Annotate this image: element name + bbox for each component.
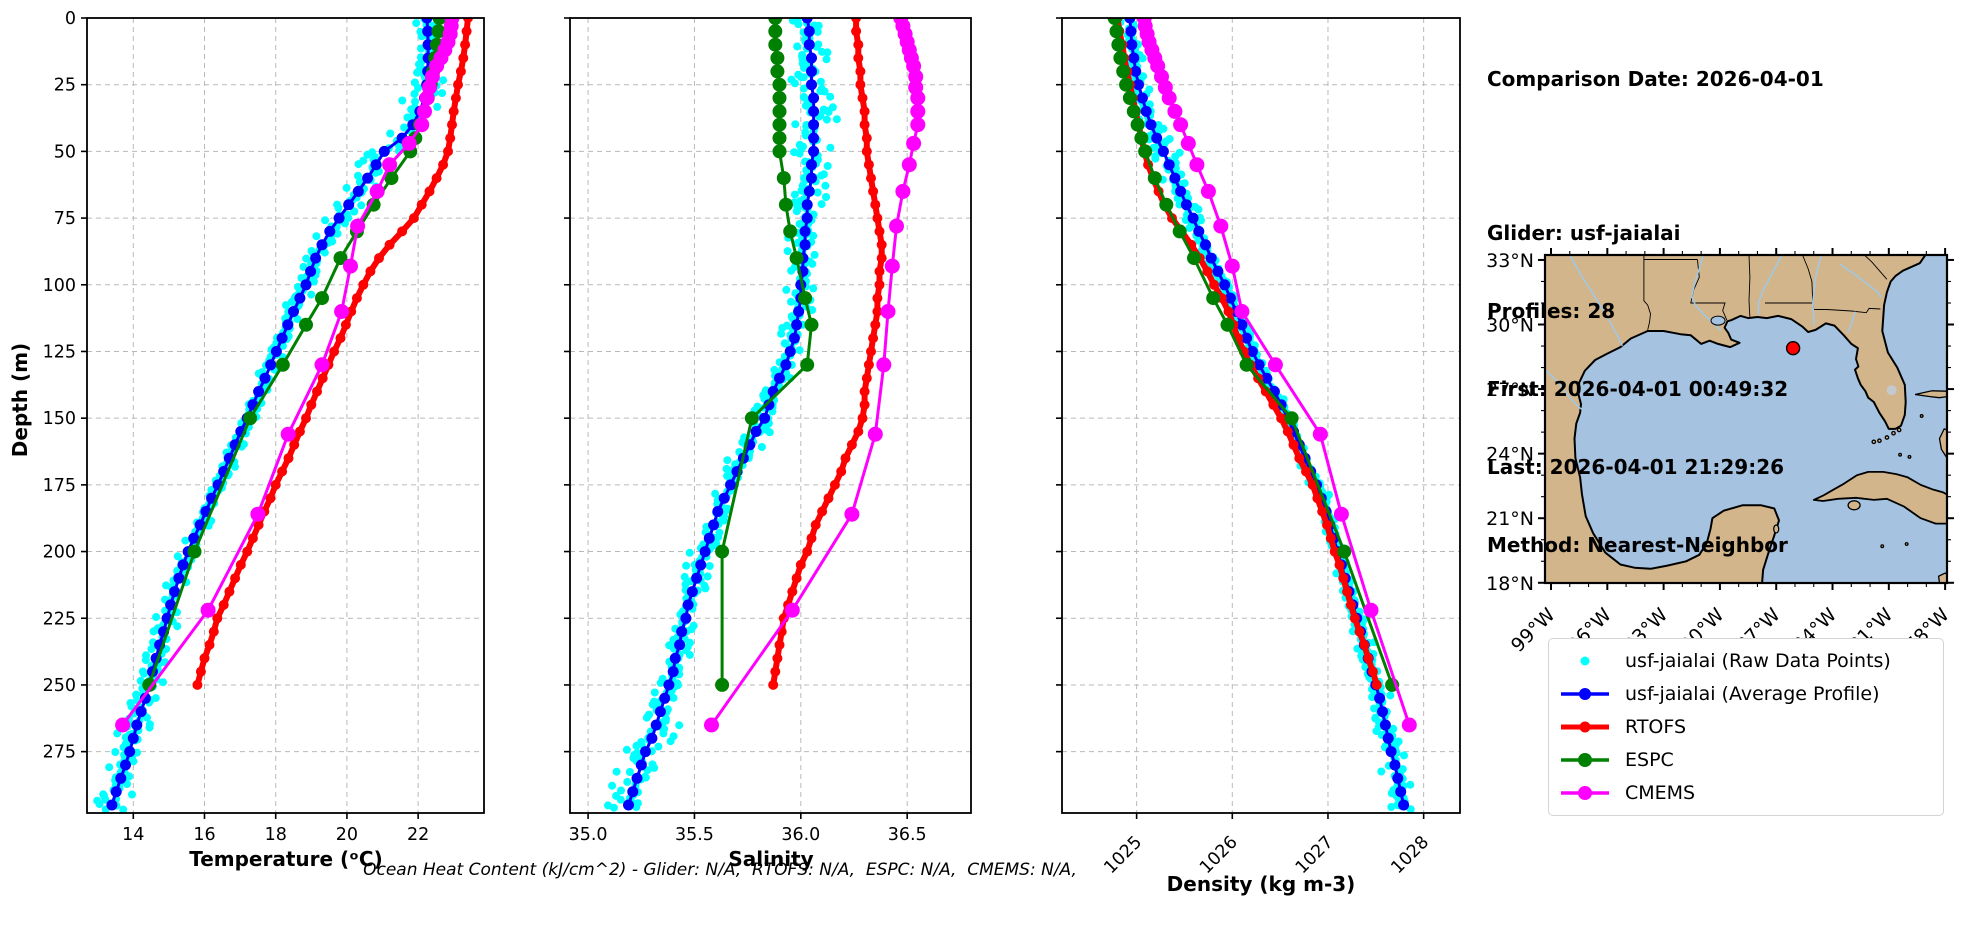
last-profile-time: Last: 2026-04-01 21:29:26: [1487, 455, 1785, 479]
density-panel: 1025 1026 1027 1028: [1056, 17, 1461, 878]
average-profile-marker-icon: [1561, 687, 1609, 700]
svg-text:30°N: 30°N: [1486, 315, 1534, 337]
espc-marker-icon: [1561, 752, 1609, 767]
average-density-line: [1124, 18, 1410, 811]
svg-text:150: 150: [43, 409, 76, 429]
legend-label: RTOFS: [1625, 715, 1687, 738]
svg-text:33°N: 33°N: [1486, 250, 1534, 272]
profiles-count: Profiles: 28: [1487, 299, 1616, 323]
svg-text:24°N: 24°N: [1486, 444, 1534, 466]
svg-text:35.5: 35.5: [675, 825, 714, 845]
average-salinity-line: [623, 18, 820, 811]
legend-label: usf-jaialai (Raw Data Points): [1625, 649, 1891, 672]
raw-points-density: [1116, 18, 1415, 813]
temperature-x-label: Temperature (ᵒC): [189, 847, 383, 871]
svg-text:35.0: 35.0: [569, 825, 608, 845]
svg-text:22: 22: [407, 825, 429, 845]
svg-text:21°N: 21°N: [1486, 508, 1534, 530]
first-profile-time: First: 2026-04-01 00:49:32: [1487, 377, 1789, 401]
svg-text:225: 225: [43, 609, 76, 629]
svg-text:275: 275: [43, 743, 76, 763]
glider-name: Glider: usf-jaialai: [1487, 221, 1681, 245]
comparison-date: Comparison Date: 2026-04-01: [1487, 67, 1824, 91]
legend: usf-jaialai (Raw Data Points) usf-jaiala…: [1548, 638, 1944, 816]
svg-text:200: 200: [43, 543, 76, 563]
salinity-x-label: Salinity: [728, 847, 813, 871]
svg-text:36.0: 36.0: [781, 825, 820, 845]
svg-text:0: 0: [65, 9, 76, 29]
lake-pontchartrain: [1710, 315, 1726, 326]
average-temperature-line: [106, 18, 434, 811]
temperature-axes: 14 16 18 20 22 0 25 50 75 100 125 150 175 200 225 250 27…: [43, 9, 485, 845]
density-axes: 1025 1026 1027 1028: [1056, 17, 1461, 878]
cmems-density-line: [1136, 18, 1417, 733]
profile-panels: 14 16 18 20 22 0 25 50 75 100 125 150 175 200 225 250 27…: [43, 9, 1461, 878]
svg-text:75: 75: [54, 209, 76, 229]
legend-item-average: usf-jaialai (Average Profile): [1559, 677, 1943, 710]
method: Method: Nearest-Neighbor: [1487, 533, 1788, 557]
cmems-temperature-line: [115, 18, 460, 733]
north-america-land: [1545, 255, 1927, 583]
legend-item-rtofs: RTOFS: [1559, 710, 1943, 743]
cuba-land: [1812, 471, 1947, 525]
legend-label: CMEMS: [1625, 781, 1696, 804]
salinity-panel: 35.0 35.5 36.0 36.5: [564, 17, 972, 845]
legend-label: usf-jaialai (Average Profile): [1625, 682, 1880, 705]
legend-item-espc: ESPC: [1559, 743, 1943, 776]
ocean-heat-content-note: Ocean Heat Content (kJ/cm^2) - Glider: N…: [363, 860, 1077, 880]
svg-text:175: 175: [43, 476, 76, 496]
y-axis-label: Depth (m): [8, 343, 32, 457]
state-borders: [1643, 255, 1888, 331]
salinity-axes: 35.0 35.5 36.0 36.5: [564, 17, 972, 845]
svg-text:18°N: 18°N: [1486, 573, 1534, 595]
svg-text:125: 125: [43, 342, 76, 362]
rtofs-salinity-line: [768, 18, 887, 690]
rtofs-marker-icon: [1561, 721, 1609, 732]
svg-text:14: 14: [122, 825, 144, 845]
comparison-info: Comparison Date: 2026-04-01 Glider: usf-…: [1487, 14, 1824, 610]
legend-item-cmems: CMEMS: [1559, 776, 1943, 809]
legend-item-raw: usf-jaialai (Raw Data Points): [1559, 644, 1943, 677]
espc-salinity-line: [715, 18, 819, 692]
cmems-marker-icon: [1561, 785, 1609, 800]
svg-text:100: 100: [43, 276, 76, 296]
svg-text:1028: 1028: [1388, 832, 1434, 878]
temperature-panel: 14 16 18 20 22 0 25 50 75 100 125 150 175 200 225 250 27…: [43, 9, 485, 845]
cmems-salinity-line: [704, 18, 926, 733]
svg-text:25: 25: [54, 76, 76, 96]
svg-text:50: 50: [54, 142, 76, 162]
density-x-label: Density (kg m-3): [1167, 872, 1356, 896]
svg-text:16: 16: [193, 825, 215, 845]
svg-text:27°N: 27°N: [1486, 379, 1534, 401]
svg-text:20: 20: [336, 825, 358, 845]
raw-points-salinity: [604, 18, 841, 812]
svg-text:250: 250: [43, 676, 76, 696]
svg-text:18: 18: [265, 825, 287, 845]
legend-label: ESPC: [1625, 748, 1674, 771]
svg-text:36.5: 36.5: [888, 825, 927, 845]
raw-data-marker-icon: [1580, 656, 1590, 665]
glider-position-marker: [1785, 340, 1801, 356]
lake-okeechobee: [1886, 385, 1897, 396]
espc-density-line: [1107, 18, 1400, 692]
